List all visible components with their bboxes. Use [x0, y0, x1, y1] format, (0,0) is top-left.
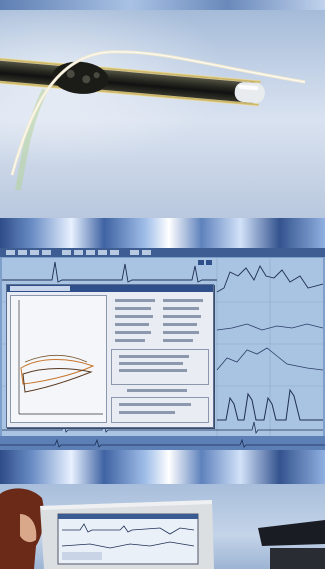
toolbar-button-icon: [18, 250, 27, 255]
toolbar-button-icon: [62, 250, 71, 255]
dialog-titlebar: [7, 285, 213, 292]
catheter-illustration: [0, 50, 306, 191]
pv-loops: [18, 300, 103, 415]
software-toolbar: [0, 248, 325, 257]
operator-scene: [0, 488, 325, 569]
toolbar-button-icon: [42, 250, 51, 255]
waveform-trace: [216, 265, 323, 293]
waveform-traces: [2, 258, 323, 436]
monitoring-software-panel: [0, 248, 325, 450]
timeline-strip: [0, 436, 325, 450]
waveform-trace: [62, 523, 195, 535]
waveform-trace: [216, 347, 323, 371]
toolbar-button-icon: [6, 250, 15, 255]
toolbar-button-icon: [142, 250, 151, 255]
analysis-dialog: [6, 284, 214, 428]
pressure-volume-graph: [10, 295, 107, 423]
catheter-photo-panel: [0, 0, 325, 218]
waveform-trace: [217, 388, 323, 421]
catheter-tube: [0, 56, 265, 107]
toolbar-button-icon: [30, 250, 39, 255]
catheter-tip: [234, 82, 265, 104]
separator-band-top: [0, 218, 325, 248]
toolbar-button-icon: [110, 250, 119, 255]
waveform-trace: [216, 323, 323, 331]
desk-device: [258, 520, 325, 546]
toolbar-button-icon: [74, 250, 83, 255]
timeline-trace: [0, 438, 325, 448]
waveform-trace: [2, 261, 217, 283]
toolbar-button-icon: [130, 250, 139, 255]
operator-panel: [0, 484, 325, 569]
toolbar-button-icon: [98, 250, 107, 255]
toolbar-button-icon: [86, 250, 95, 255]
top-stripe: [0, 0, 325, 10]
separator-band-bottom: [0, 450, 325, 484]
